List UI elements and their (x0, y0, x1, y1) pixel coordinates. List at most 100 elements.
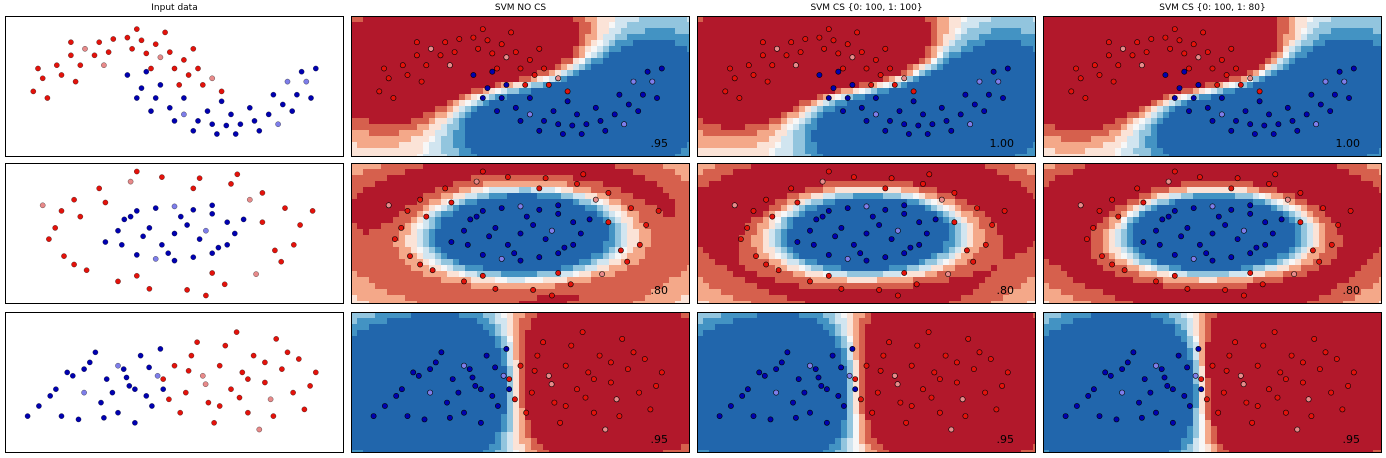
surface-cell (721, 16, 728, 23)
surface-cell (1199, 100, 1206, 107)
surface-cell (1337, 136, 1344, 143)
surface-cell (1289, 76, 1296, 83)
surface-cell (357, 289, 364, 296)
surface-cell (513, 154, 520, 157)
surface-cell (883, 22, 890, 29)
class-1-point (1228, 127, 1235, 134)
surface-cell (1313, 58, 1320, 65)
surface-cell (471, 124, 478, 131)
surface-cell (1187, 142, 1194, 149)
surface-cell (1223, 88, 1230, 95)
surface-cell (715, 82, 722, 89)
surface-cell (979, 154, 986, 157)
surface-cell (1055, 94, 1062, 101)
surface-cell (459, 271, 466, 278)
surface-cell (931, 154, 938, 157)
surface-cell (1199, 106, 1206, 113)
surface-cell (489, 64, 496, 71)
class-0-point (234, 171, 241, 178)
surface-cell (709, 76, 716, 83)
surface-cell (733, 94, 740, 101)
surface-cell (369, 205, 376, 212)
surface-cell (1301, 58, 1308, 65)
surface-cell (543, 94, 550, 101)
surface-cell (1229, 70, 1236, 77)
surface-cell (1217, 118, 1224, 125)
surface-cell (477, 64, 484, 71)
class-0-point (134, 273, 140, 279)
class-0-point (200, 82, 206, 88)
surface-cell (1073, 148, 1080, 155)
surface-cell (369, 148, 376, 155)
surface-cell (381, 16, 388, 23)
surface-cell (579, 16, 586, 23)
surface-cell (579, 142, 586, 149)
surface-cell (955, 58, 962, 65)
surface-cell (471, 223, 478, 230)
surface-cell (675, 94, 682, 101)
class-1-point (564, 98, 571, 105)
surface-cell (1003, 106, 1010, 113)
surface-cell (1067, 136, 1074, 143)
surface-cell (961, 52, 968, 59)
surface-cell (1175, 58, 1182, 65)
surface-cell (703, 154, 710, 157)
class-1-point (1186, 108, 1192, 114)
surface-cell (399, 118, 406, 125)
surface-cell (1151, 16, 1158, 23)
surface-cell (967, 28, 974, 35)
surface-cell (763, 28, 770, 35)
surface-cell (841, 28, 848, 35)
surface-cell (925, 106, 932, 113)
class-1-point (178, 213, 184, 220)
surface-cell (585, 22, 592, 29)
surface-cell (543, 148, 550, 155)
surface-cell (1175, 142, 1182, 149)
surface-cell (411, 16, 418, 23)
surface-cell (423, 187, 430, 194)
surface-cell (681, 58, 688, 65)
surface-cell (1109, 58, 1116, 65)
surface-cell (681, 64, 688, 71)
surface-cell (549, 142, 556, 149)
surface-cell (1027, 130, 1034, 137)
surface-cell (829, 148, 836, 155)
surface-cell (411, 130, 418, 137)
surface-cell (507, 16, 514, 23)
surface-cell (399, 235, 406, 242)
surface-cell (1289, 28, 1296, 35)
surface-cell (1009, 76, 1016, 83)
surface-cell (973, 130, 980, 137)
surface-cell (1205, 40, 1212, 47)
surface-cell (955, 28, 962, 35)
surface-cell (357, 22, 364, 29)
surface-cell (1187, 82, 1194, 89)
surface-cell (591, 52, 598, 59)
surface-cell (429, 76, 436, 83)
class-0-point (484, 37, 491, 44)
surface-cell (1355, 118, 1362, 125)
surface-cell (1115, 94, 1122, 101)
surface-cell (363, 271, 370, 278)
surface-cell (1349, 124, 1356, 131)
class-1-point (887, 118, 893, 124)
surface-cell (417, 70, 424, 77)
surface-cell (1349, 16, 1356, 23)
surface-cell (375, 142, 382, 149)
class-1-point (541, 118, 547, 124)
surface-cell (483, 88, 490, 95)
surface-cell (459, 295, 466, 302)
surface-cell (609, 100, 616, 107)
surface-cell (955, 88, 962, 95)
surface-cell (423, 142, 430, 149)
surface-cell (417, 301, 424, 304)
surface-cell (943, 16, 950, 23)
surface-cell (1157, 28, 1164, 35)
surface-cell (895, 76, 902, 83)
surface-cell (525, 154, 532, 157)
surface-cell (393, 187, 400, 194)
surface-cell (603, 148, 610, 155)
surface-cell (1271, 70, 1278, 77)
surface-cell (985, 16, 992, 23)
surface-cell (1205, 28, 1212, 35)
